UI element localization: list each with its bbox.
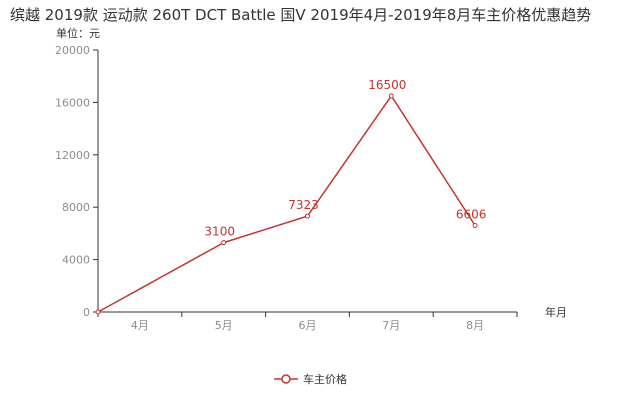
y-tick-label: 20000: [55, 44, 90, 57]
x-axis-title: 年月: [545, 305, 567, 319]
series-group: 3100 7323 16500 6606: [95, 78, 487, 315]
y-tick-label: 12000: [55, 149, 90, 162]
y-tick-label: 8000: [62, 201, 90, 214]
x-axis: 4月 5月 6月 7月 8月: [97, 311, 518, 332]
data-point: [388, 93, 394, 99]
x-tick-label: 5月: [215, 319, 233, 332]
chart-title: 缤越 2019款 运动款 260T DCT Battle 国V 2019年4月-…: [10, 6, 592, 24]
data-label: 6606: [456, 207, 487, 221]
y-axis: 0 4000 8000 12000 16000 20000: [55, 44, 99, 319]
legend-marker-icon: [281, 374, 291, 384]
y-tick-label: 16000: [55, 96, 90, 109]
series-line: [97, 95, 476, 313]
y-tick-label: 0: [83, 306, 90, 319]
data-label: 7323: [288, 198, 319, 212]
data-label: 16500: [368, 78, 406, 92]
data-point: [95, 309, 101, 315]
data-point: [221, 240, 227, 246]
data-point: [472, 222, 478, 228]
x-tick-label: 6月: [299, 319, 317, 332]
data-point: [305, 213, 310, 219]
x-tick-label: 4月: [131, 319, 149, 332]
x-tick-label: 7月: [382, 319, 400, 332]
y-axis-title: 单位：元: [56, 26, 100, 40]
legend-label: 车主价格: [303, 372, 347, 386]
x-tick-label: 8月: [466, 319, 484, 332]
legend[interactable]: 车主价格: [274, 372, 347, 386]
y-tick-label: 4000: [62, 254, 90, 267]
data-label: 3100: [204, 225, 235, 239]
